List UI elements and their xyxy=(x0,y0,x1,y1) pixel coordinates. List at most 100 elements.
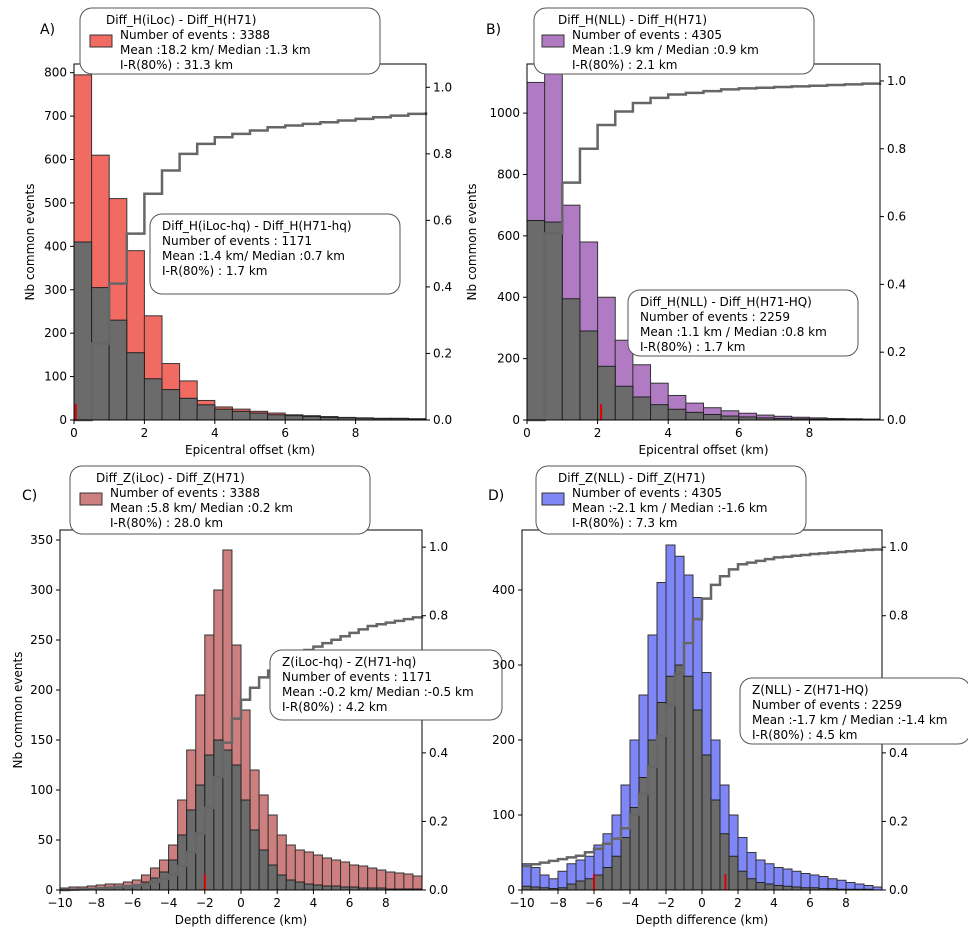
bar xyxy=(665,675,676,891)
y-tick-label: 200 xyxy=(492,733,515,747)
annotation-line: I-R(80%) : 1.7 km xyxy=(162,264,267,278)
cumulative-line xyxy=(60,615,424,892)
annotation-line: Mean :5.8 km/ Median :0.2 km xyxy=(110,501,293,515)
annotation-line: I-R(80%) : 4.2 km xyxy=(282,700,387,714)
cumulative-line xyxy=(74,112,428,422)
x-tick-label: 8 xyxy=(806,426,814,440)
legend-swatch xyxy=(541,34,565,48)
bar xyxy=(303,883,314,891)
annotation-box: Diff_Z(NLL) - Diff_Z(H71)Number of event… xyxy=(535,465,807,535)
bar xyxy=(285,879,296,891)
y-tick-label: 100 xyxy=(44,370,67,384)
y-tick-label: 0 xyxy=(59,413,67,427)
annotation-line: Mean :-0.2 km/ Median :-0.5 km xyxy=(282,685,474,699)
y-tick-label: 250 xyxy=(30,633,53,647)
right-y-tick-label: 0.2 xyxy=(889,814,908,828)
bar xyxy=(321,857,333,891)
right-y-tick-label: 0.8 xyxy=(433,147,452,161)
annotation-line: I-R(80%) : 28.0 km xyxy=(110,516,223,530)
annotation-frame xyxy=(269,649,503,721)
bar xyxy=(231,410,251,421)
panel-letter: C) xyxy=(22,488,37,504)
y-tick-label: 350 xyxy=(30,533,53,547)
x-tick-label: 6 xyxy=(806,896,814,910)
x-tick-label: 8 xyxy=(382,896,390,910)
x-axis-label: Epicentral offset (km) xyxy=(185,443,315,457)
x-tick-label: 0 xyxy=(237,896,245,910)
x-tick-label: 2 xyxy=(734,896,742,910)
annotation-line: I-R(80%) : 7.3 km xyxy=(572,516,677,530)
x-tick-label: −6 xyxy=(585,896,603,910)
bar xyxy=(204,754,215,891)
x-tick-label: 0 xyxy=(523,426,531,440)
annotation-line: Mean :-2.1 km / Median :-1.6 km xyxy=(572,501,767,515)
panel-3: −10 −8 −6 −4 −2 0 2 4 6 8 0 100 200 300 400 0.0 0.2 0.4 0.… xyxy=(488,465,968,927)
bar xyxy=(703,413,722,421)
legend-swatch xyxy=(79,492,103,506)
annotation-frame xyxy=(149,213,401,295)
bar xyxy=(584,878,595,891)
annotation-line: Diff_H(iLoc-hq) - Diff_H(H71-hq) xyxy=(162,219,352,233)
right-y-tick-label: 1.0 xyxy=(887,74,906,88)
right-y-tick-label: 0.4 xyxy=(889,746,908,760)
y-tick-label: 800 xyxy=(44,66,67,80)
bar xyxy=(685,411,704,421)
panel-2: −10 −8 −6 −4 −2 0 2 4 6 8 0 50 100 150 200 250 300 350 0.0… xyxy=(11,465,503,927)
bar xyxy=(331,885,342,891)
bar xyxy=(358,865,369,891)
annotation-line: Number of events : 3388 xyxy=(120,28,270,42)
bar xyxy=(720,415,740,421)
x-tick-label: 4 xyxy=(664,426,672,440)
bar xyxy=(321,885,333,891)
bar xyxy=(126,352,145,421)
right-y-tick-label: 0.0 xyxy=(887,413,906,427)
bar xyxy=(620,837,631,891)
cumulative-line xyxy=(522,548,884,868)
right-y-tick-label: 0.8 xyxy=(889,609,908,623)
bar xyxy=(312,884,323,891)
bar xyxy=(836,879,847,891)
y-tick-label: 600 xyxy=(44,153,67,167)
y-tick-label: 300 xyxy=(492,658,515,672)
x-tick-label: 4 xyxy=(211,426,219,440)
bar xyxy=(632,396,652,421)
bar xyxy=(143,378,163,421)
panel-0: 0 2 4 6 8 0 100 200 300 400 500 600 700 800 0.0 0.2 0.4 0… xyxy=(23,7,452,457)
annotation-line: Diff_H(iLoc) - Diff_H(H71) xyxy=(106,13,256,27)
bar xyxy=(258,849,269,891)
x-tick-label: 0 xyxy=(698,896,706,910)
histogram-series-1 xyxy=(521,664,874,891)
y-tick-label: 200 xyxy=(497,352,520,366)
bar xyxy=(544,221,563,421)
annotation-line: Mean :-1.7 km / Median :-1.4 km xyxy=(752,713,947,727)
annotation-line: Diff_H(NLL) - Diff_H(H71-HQ) xyxy=(640,295,812,309)
annotation-line: Number of events : 4305 xyxy=(572,28,722,42)
bar xyxy=(579,330,599,421)
right-y-tick-label: 0.8 xyxy=(429,609,448,623)
y-tick-label: 200 xyxy=(44,326,67,340)
x-tick-label: 2 xyxy=(141,426,149,440)
annotation-frame xyxy=(533,7,815,75)
x-tick-label: 8 xyxy=(352,426,360,440)
annotation-line: Number of events : 1171 xyxy=(162,234,312,248)
bar xyxy=(614,385,634,421)
bar xyxy=(755,882,766,891)
x-tick-label: −6 xyxy=(124,896,142,910)
bar xyxy=(692,709,703,891)
x-tick-label: 2 xyxy=(594,426,602,440)
bar xyxy=(728,855,739,891)
bar xyxy=(267,414,286,421)
x-tick-label: 6 xyxy=(735,426,743,440)
y-axis-label: Nb common events xyxy=(11,652,25,769)
bar xyxy=(222,749,233,891)
x-tick-label: −8 xyxy=(87,896,105,910)
annotation-line: Number of events : 4305 xyxy=(572,486,722,500)
annotation-frame xyxy=(739,677,968,745)
annotation-box: Diff_H(iLoc) - Diff_H(H71)Number of even… xyxy=(79,7,381,75)
bar xyxy=(231,764,242,891)
bar xyxy=(650,404,669,421)
x-tick-label: −4 xyxy=(160,896,178,910)
bar xyxy=(73,241,93,421)
bar xyxy=(710,799,721,891)
annotation-box: Diff_H(NLL) - Diff_H(H71-HQ)Number of ev… xyxy=(627,289,859,357)
